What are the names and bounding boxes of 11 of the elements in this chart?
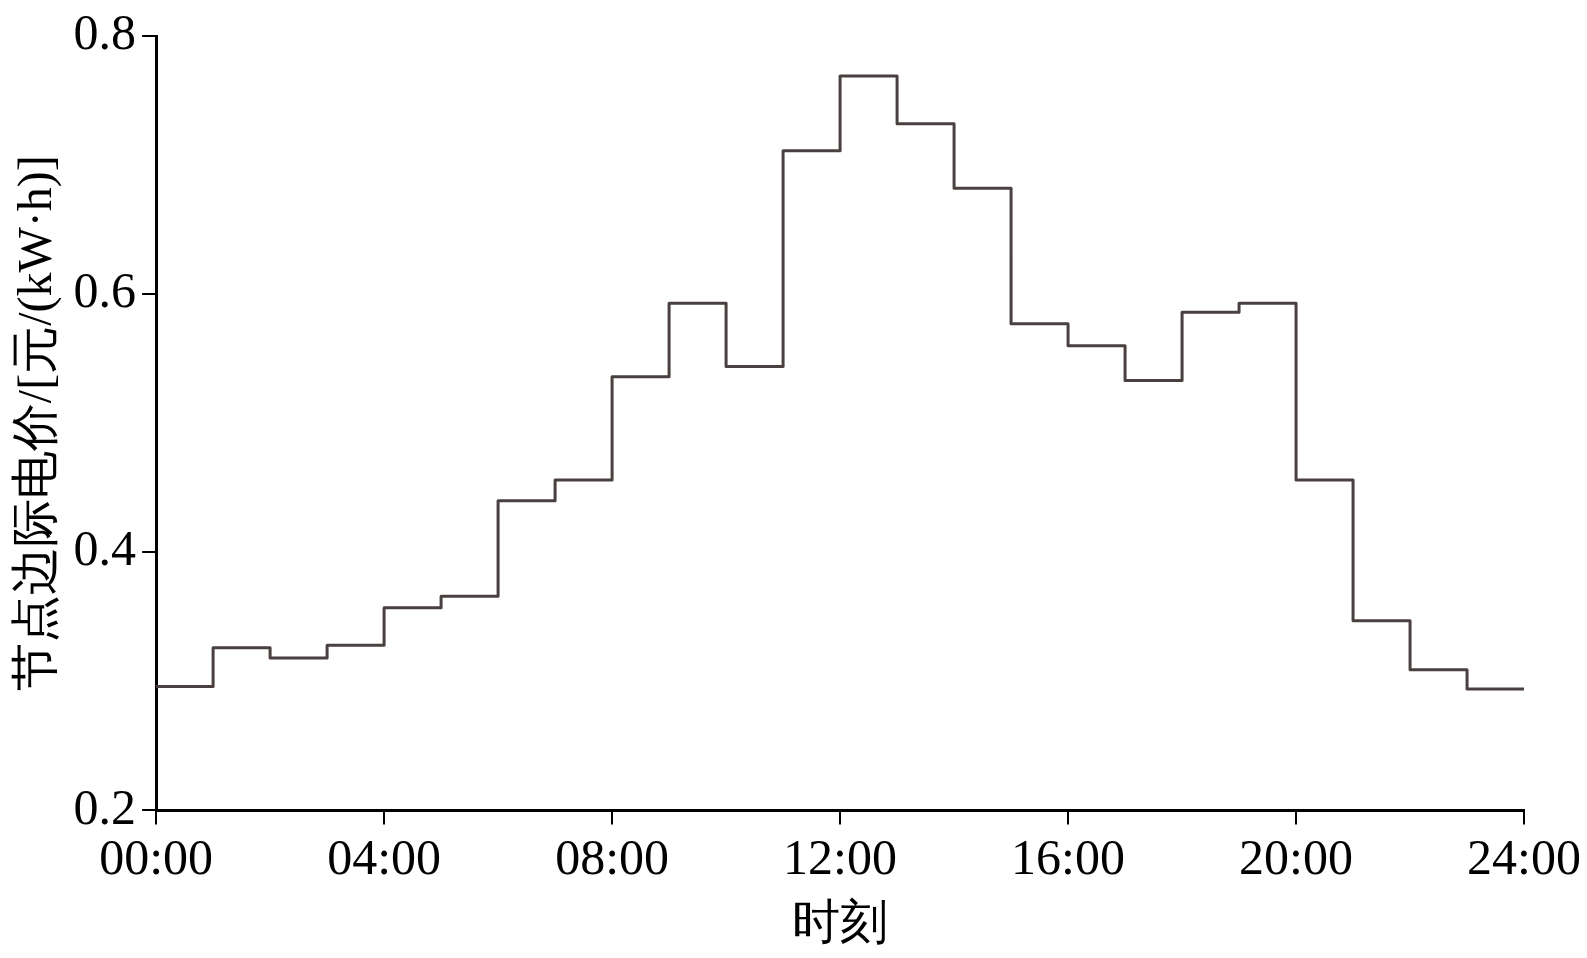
y-axis-title: 节点边际电价/[元/(kW·h)] <box>8 155 63 692</box>
x-tick-label: 16:00 <box>1011 828 1126 885</box>
x-tick-label: 24:00 <box>1467 828 1582 885</box>
y-tick-label: 0.8 <box>73 4 137 61</box>
y-tick-label: 0.6 <box>73 262 137 319</box>
x-tick-label: 04:00 <box>327 828 442 885</box>
x-axis-title: 时刻 <box>792 894 889 948</box>
x-tick-label: 12:00 <box>783 828 898 885</box>
y-tick-label: 0.4 <box>73 520 137 577</box>
x-tick-label: 20:00 <box>1239 828 1354 885</box>
x-tick-label: 08:00 <box>555 828 670 885</box>
